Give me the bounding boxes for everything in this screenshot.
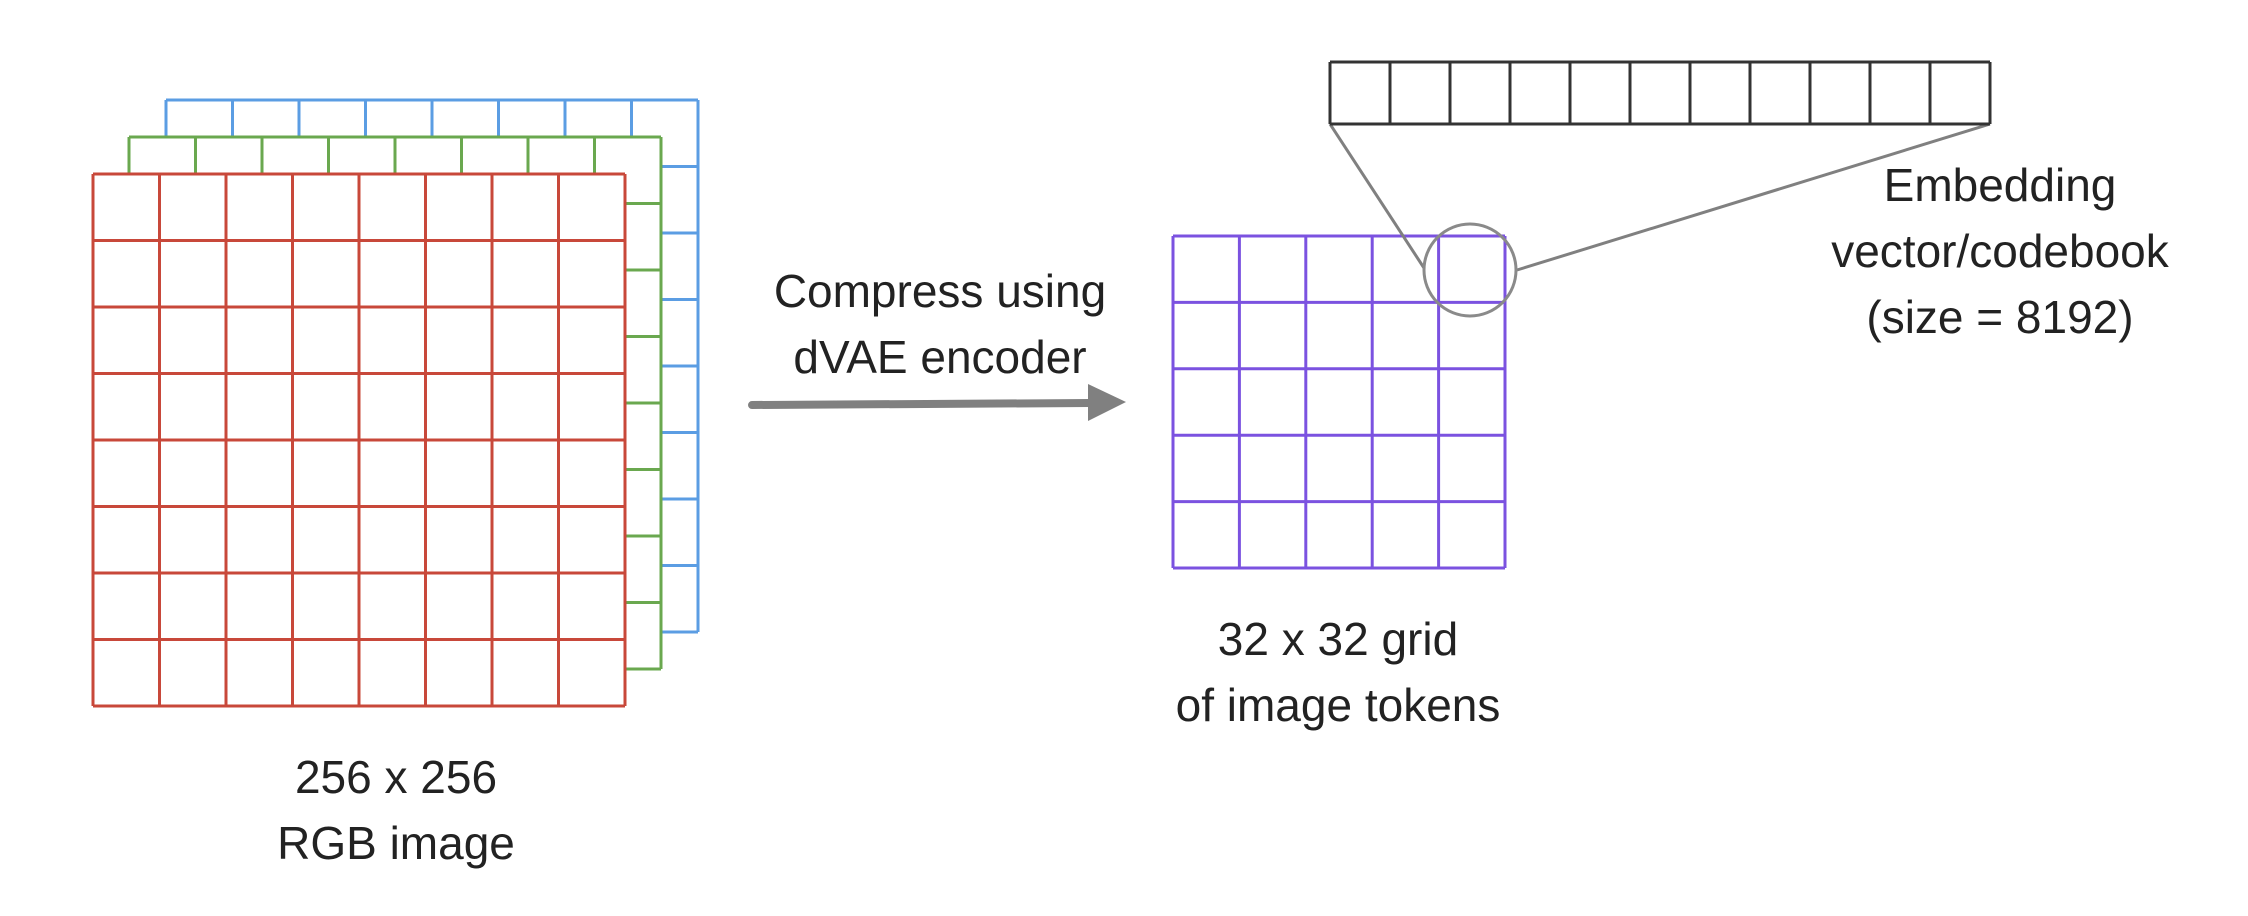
- selected-token-circle: [1422, 222, 1518, 318]
- compress-arrow-head: [1088, 384, 1126, 421]
- compress-arrow-shaft: [748, 399, 1094, 409]
- codebook-caption: Embedding vector/codebook (size = 8192): [1790, 152, 2210, 350]
- codebook-caption-line1: Embedding: [1883, 159, 2117, 211]
- image-caption-line2: RGB image: [277, 817, 515, 869]
- red-channel-grid: [91, 172, 627, 708]
- token-caption-line2: of image tokens: [1175, 679, 1501, 731]
- token-caption-line1: 32 x 32 grid: [1217, 613, 1459, 665]
- token-grid: [1171, 234, 1507, 570]
- image-caption-line1: 256 x 256: [294, 751, 498, 803]
- arrow-caption-line2: dVAE encoder: [793, 331, 1087, 383]
- embedding-codebook-vector: [1328, 60, 1992, 126]
- codebook-caption-line3: (size = 8192): [1866, 291, 2134, 343]
- codebook-caption-line2: vector/codebook: [1831, 225, 2169, 277]
- image-caption: 256 x 256 RGB image: [196, 744, 596, 876]
- arrow-caption: Compress using dVAE encoder: [740, 258, 1140, 390]
- codebook-connector-right: [1516, 122, 1991, 272]
- green-channel-grid: [127, 135, 663, 671]
- blue-channel-grid: [164, 98, 700, 634]
- arrow-caption-line1: Compress using: [773, 265, 1107, 317]
- codebook-connector-left: [1328, 123, 1426, 269]
- token-caption: 32 x 32 grid of image tokens: [1138, 606, 1538, 738]
